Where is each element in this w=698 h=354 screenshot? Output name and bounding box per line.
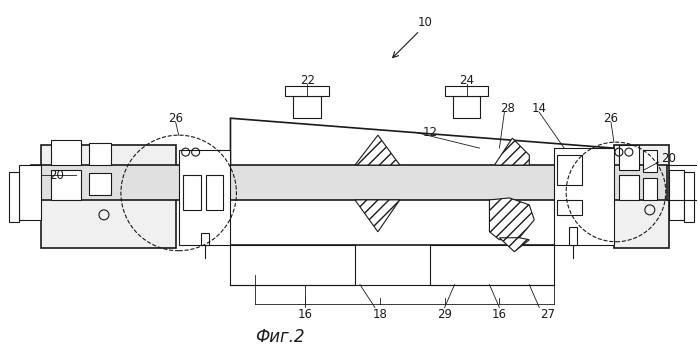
Polygon shape xyxy=(230,118,614,195)
Polygon shape xyxy=(569,227,577,245)
Polygon shape xyxy=(355,200,400,232)
Text: 27: 27 xyxy=(540,308,555,321)
Polygon shape xyxy=(285,86,329,96)
Polygon shape xyxy=(9,172,20,222)
Polygon shape xyxy=(430,245,554,285)
Text: 28: 28 xyxy=(500,102,515,115)
Polygon shape xyxy=(557,200,582,215)
Text: 20: 20 xyxy=(49,169,64,182)
Text: 20: 20 xyxy=(661,152,676,165)
Polygon shape xyxy=(206,175,223,210)
Polygon shape xyxy=(183,175,200,210)
Text: 24: 24 xyxy=(459,74,474,87)
Polygon shape xyxy=(230,245,355,285)
Polygon shape xyxy=(643,150,657,172)
Polygon shape xyxy=(355,135,400,165)
Polygon shape xyxy=(89,143,111,165)
Polygon shape xyxy=(554,148,614,245)
Polygon shape xyxy=(669,170,683,220)
Polygon shape xyxy=(643,178,657,200)
Polygon shape xyxy=(41,145,176,248)
Text: 29: 29 xyxy=(437,308,452,321)
Polygon shape xyxy=(557,155,582,185)
Polygon shape xyxy=(614,145,669,248)
Polygon shape xyxy=(683,172,694,222)
Polygon shape xyxy=(31,165,667,200)
Polygon shape xyxy=(489,198,534,240)
Polygon shape xyxy=(494,138,529,165)
Polygon shape xyxy=(293,96,321,118)
Text: 16: 16 xyxy=(297,308,313,321)
Polygon shape xyxy=(179,150,230,245)
Polygon shape xyxy=(51,170,81,200)
Text: 10: 10 xyxy=(417,16,432,29)
Polygon shape xyxy=(499,238,529,252)
Polygon shape xyxy=(20,165,41,220)
Text: 12: 12 xyxy=(422,126,437,139)
Polygon shape xyxy=(230,195,614,245)
Polygon shape xyxy=(619,145,639,170)
Text: 22: 22 xyxy=(299,74,315,87)
Text: 26: 26 xyxy=(168,112,183,125)
Text: 16: 16 xyxy=(492,308,507,321)
Polygon shape xyxy=(619,175,639,200)
Polygon shape xyxy=(51,140,81,165)
Text: 26: 26 xyxy=(604,112,618,125)
Polygon shape xyxy=(445,86,489,96)
Polygon shape xyxy=(452,96,480,118)
Text: 18: 18 xyxy=(373,308,387,321)
Text: 14: 14 xyxy=(532,102,547,115)
Polygon shape xyxy=(200,233,209,245)
Polygon shape xyxy=(89,173,111,195)
Text: Фиг.2: Фиг.2 xyxy=(255,329,305,346)
